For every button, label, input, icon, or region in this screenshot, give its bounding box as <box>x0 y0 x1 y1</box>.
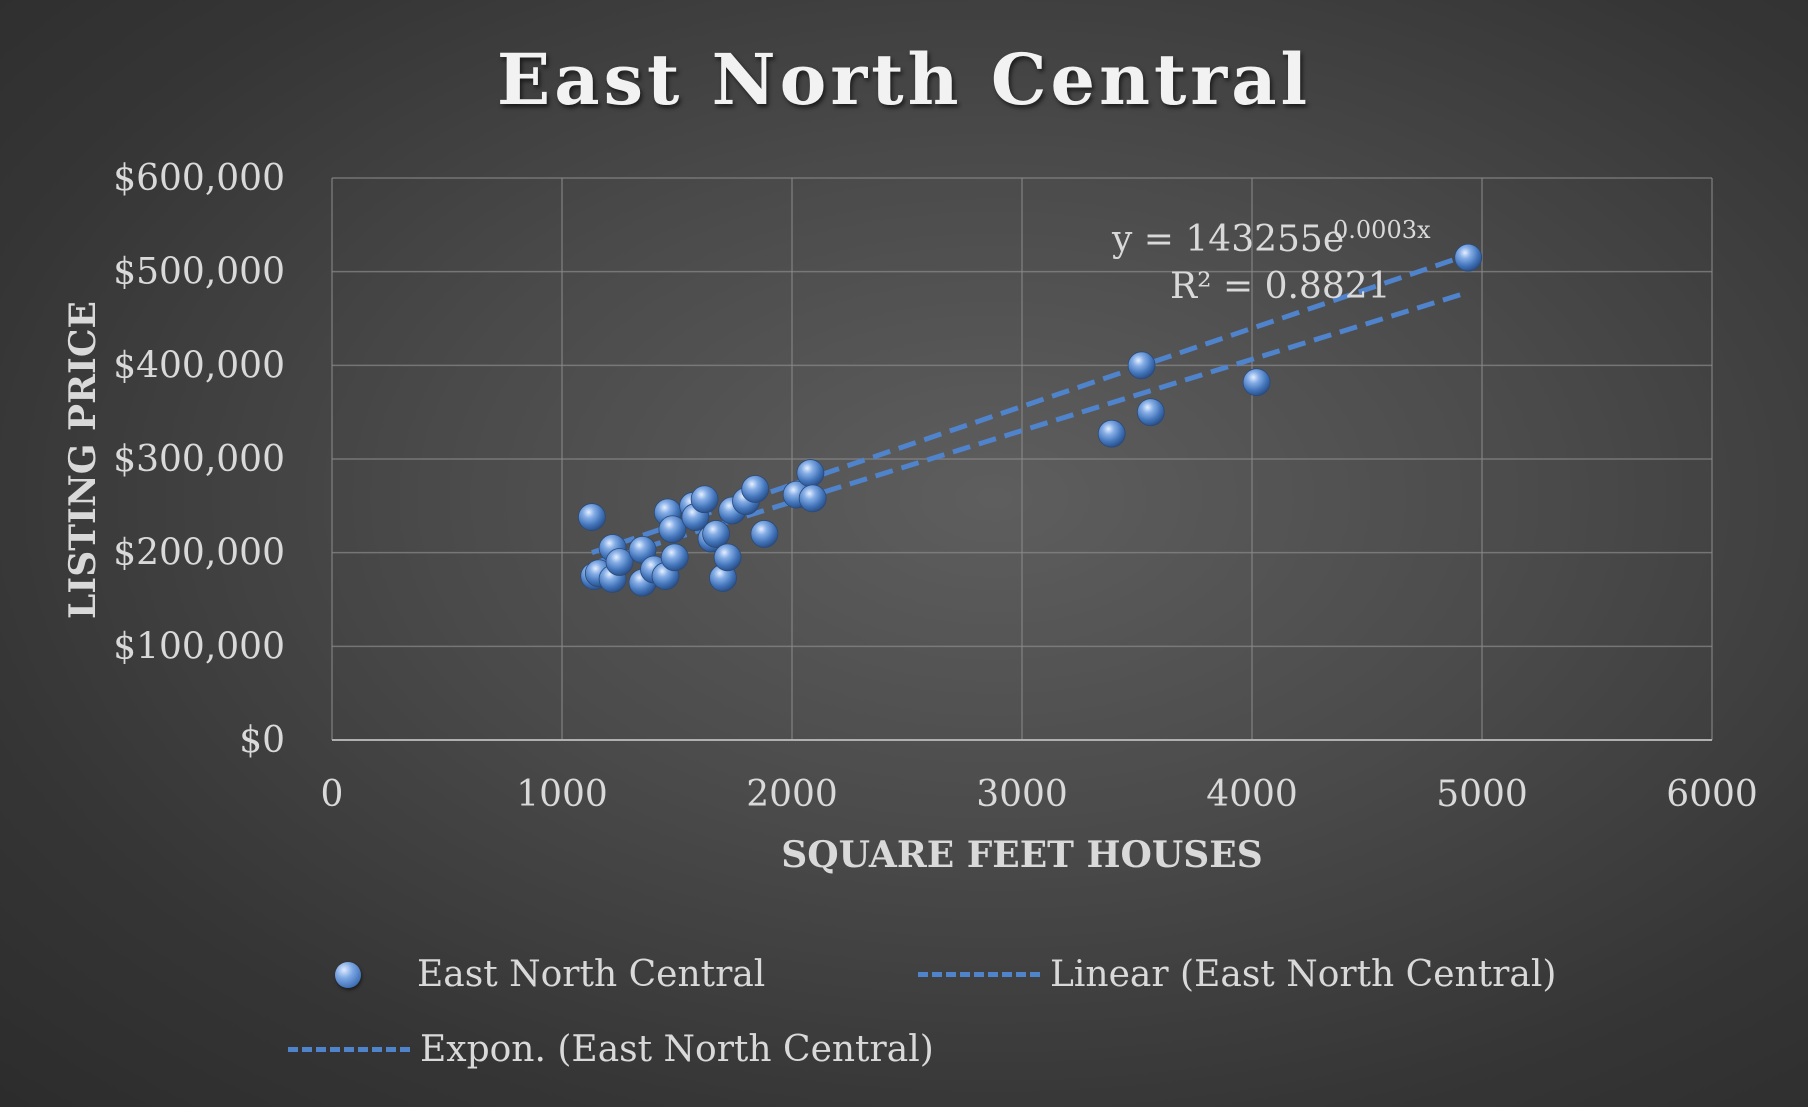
data-point <box>702 520 730 548</box>
y-tick-label: $200,000 <box>113 533 285 574</box>
data-point <box>658 515 687 544</box>
data-point <box>578 503 606 531</box>
equation-prefix: y = 143255e <box>1111 219 1344 260</box>
legend-label: East North Central <box>417 954 766 995</box>
dashed-line-icon <box>288 1047 410 1052</box>
trend-equation: y = 143255e 0.0003x R² = 0.8821 <box>1111 216 1431 307</box>
x-tick-label: 3000 <box>976 774 1068 815</box>
legend-item-linear: Linear (East North Central) <box>918 954 1556 995</box>
trendline <box>591 252 1470 556</box>
y-axis-title: LISTING PRICE <box>62 301 104 619</box>
data-point <box>1242 368 1271 397</box>
x-tick-label: 0 <box>321 774 344 815</box>
plot-area: 0 1000 2000 3000 4000 5000 6000 $0 $100,000 $200,… <box>62 158 1758 876</box>
data-point <box>690 485 719 514</box>
data-point <box>1127 351 1156 380</box>
data-point <box>1097 419 1126 448</box>
x-tick-label: 1000 <box>516 774 608 815</box>
data-point <box>741 475 770 503</box>
grid-lines <box>331 177 1713 741</box>
y-tick-label: $400,000 <box>113 345 285 386</box>
y-tick-label: $0 <box>239 720 285 761</box>
dashed-line-icon <box>918 972 1040 977</box>
data-point <box>750 520 779 548</box>
x-axis-title: SQUARE FEET HOUSES <box>781 834 1262 876</box>
data-point <box>798 484 827 513</box>
legend-item-expon: Expon. (East North Central) <box>288 1029 934 1070</box>
x-tick-label: 4000 <box>1206 774 1298 815</box>
x-tick-label: 2000 <box>746 774 838 815</box>
legend: East North Central Linear (East North Ce… <box>0 940 1808 1090</box>
tick-labels: 0 1000 2000 3000 4000 5000 6000 $0 $100,000 $200,… <box>113 158 1758 815</box>
data-points <box>578 243 1483 597</box>
equation-exponent: 0.0003x <box>1333 216 1431 244</box>
chart-title: East North Central <box>496 38 1312 121</box>
sphere-marker-icon <box>335 961 361 988</box>
data-point <box>605 548 634 576</box>
y-tick-label: $500,000 <box>113 252 285 293</box>
data-point <box>713 543 742 572</box>
data-point <box>1454 243 1483 272</box>
legend-label: Expon. (East North Central) <box>420 1029 934 1070</box>
data-point <box>796 459 825 487</box>
x-tick-label: 5000 <box>1436 774 1528 815</box>
y-tick-label: $300,000 <box>113 439 285 480</box>
r-squared: R² = 0.8821 <box>1170 266 1391 307</box>
y-tick-label: $600,000 <box>113 158 285 199</box>
legend-label: Linear (East North Central) <box>1050 954 1557 995</box>
legend-item-series: East North Central <box>335 954 765 995</box>
data-point <box>660 543 689 572</box>
x-tick-label: 6000 <box>1666 774 1758 815</box>
data-point <box>1136 398 1165 427</box>
y-tick-label: $100,000 <box>113 626 285 667</box>
